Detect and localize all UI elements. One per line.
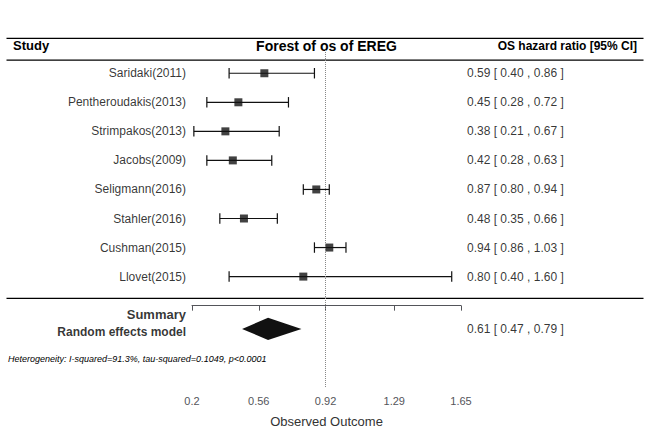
svg-text:0.45 [ 0.28 , 0.72 ]: 0.45 [ 0.28 , 0.72 ] [467, 95, 564, 109]
svg-text:Llovet(2015): Llovet(2015) [119, 270, 186, 284]
svg-text:0.48 [ 0.35 , 0.66 ]: 0.48 [ 0.35 , 0.66 ] [467, 212, 564, 226]
svg-text:Cushman(2015): Cushman(2015) [100, 241, 186, 255]
svg-text:0.80 [ 0.40 , 1.60 ]: 0.80 [ 0.40 , 1.60 ] [467, 270, 564, 284]
svg-text:Forest of os of EREG: Forest of os of EREG [256, 38, 397, 54]
svg-text:Strimpakos(2013): Strimpakos(2013) [91, 124, 186, 138]
svg-text:0.61 [ 0.47 , 0.79 ]: 0.61 [ 0.47 , 0.79 ] [467, 322, 564, 336]
svg-text:Pentheroudakis(2013): Pentheroudakis(2013) [68, 95, 186, 109]
svg-text:Seligmann(2016): Seligmann(2016) [95, 182, 186, 196]
svg-text:Random effects model: Random effects model [57, 325, 186, 339]
svg-text:Heterogeneity: I-squared=91.3%: Heterogeneity: I-squared=91.3%, tau-squa… [8, 354, 266, 364]
svg-text:0.38 [ 0.21 , 0.67 ]: 0.38 [ 0.21 , 0.67 ] [467, 124, 564, 138]
svg-text:0.2: 0.2 [184, 395, 199, 407]
svg-text:Jacobs(2009): Jacobs(2009) [113, 153, 186, 167]
svg-text:0.94 [ 0.86 , 1.03 ]: 0.94 [ 0.86 , 1.03 ] [467, 241, 564, 255]
svg-text:0.92: 0.92 [315, 395, 336, 407]
svg-text:0.87 [ 0.80 , 0.94 ]: 0.87 [ 0.80 , 0.94 ] [467, 182, 564, 196]
svg-text:0.42 [ 0.28 , 0.63 ]: 0.42 [ 0.28 , 0.63 ] [467, 153, 564, 167]
svg-text:0.59 [ 0.40 , 0.86 ]: 0.59 [ 0.40 , 0.86 ] [467, 66, 564, 80]
svg-text:Summary: Summary [127, 307, 187, 322]
svg-text:Study: Study [13, 38, 50, 53]
svg-text:Observed Outcome: Observed Outcome [270, 414, 383, 429]
svg-text:1.65: 1.65 [450, 395, 471, 407]
svg-text:OS hazard ratio [95% CI]: OS hazard ratio [95% CI] [498, 39, 637, 53]
svg-text:0.56: 0.56 [248, 395, 269, 407]
svg-text:1.29: 1.29 [384, 395, 405, 407]
svg-text:Stahler(2016): Stahler(2016) [113, 212, 186, 226]
svg-text:Saridaki(2011): Saridaki(2011) [109, 66, 186, 80]
